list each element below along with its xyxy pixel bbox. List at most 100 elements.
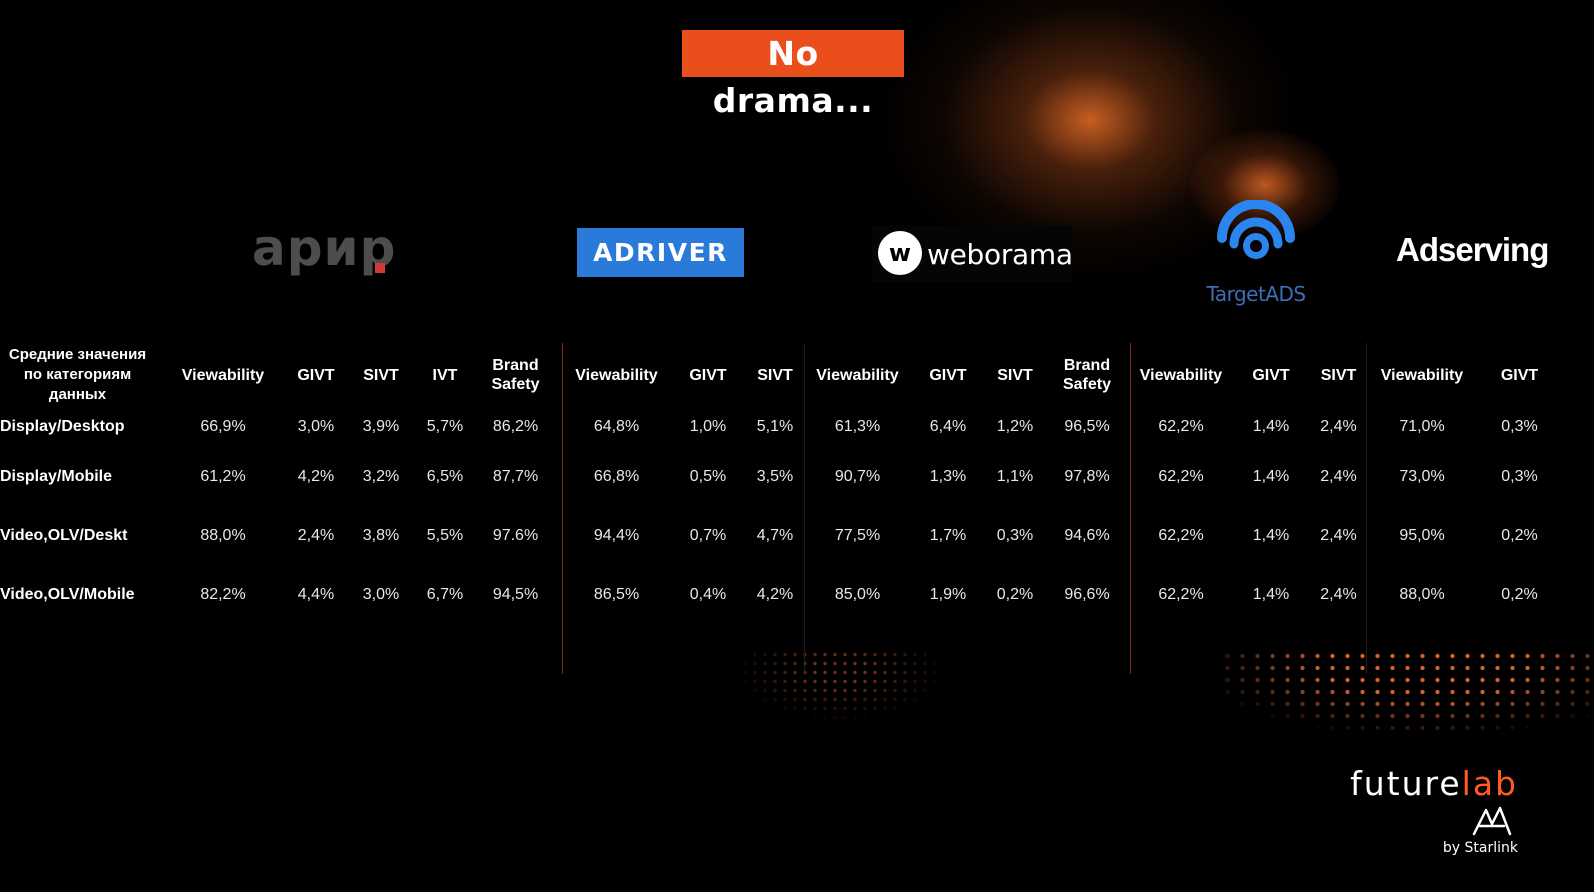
spacer-cell [804, 624, 910, 674]
spacer-cell [986, 624, 1044, 674]
table-cell: 5,1% [756, 418, 794, 435]
spacer-cell [1044, 624, 1131, 674]
table-cell: 97.6% [492, 526, 539, 544]
table-cell: 90,7% [804, 447, 910, 506]
table-cell: 3,8% [362, 526, 400, 544]
column-header: SIVT [997, 366, 1033, 384]
table-cell: 0,3% [1501, 418, 1538, 435]
table-cell: 66,8% [562, 447, 670, 506]
table-cell: 96,5% [1064, 418, 1110, 435]
table-cell: 1,3% [929, 467, 967, 485]
table-cell: 94,6% [1064, 526, 1110, 544]
spacer-cell [1477, 624, 1562, 674]
table-cell: 4,2% [297, 467, 335, 485]
table-cell: 2,4% [1320, 585, 1357, 603]
table-cell: 4,2% [756, 585, 794, 603]
table-cell: 86,2% [492, 418, 539, 435]
targetads-signal-icon [1217, 200, 1295, 259]
column-header: Viewability [1366, 343, 1477, 407]
table-cell: 82,2% [200, 585, 246, 603]
table-row: Display/Mobile 61,2% 4,2% 3,2% 6,5% 87,7… [0, 447, 1562, 506]
column-header: SIVT [757, 366, 793, 384]
starlink-mark-icon [1472, 806, 1512, 836]
adserving-logo: Adserving [1396, 231, 1549, 268]
targetads-wordmark: TargetADS [1206, 282, 1306, 306]
table-cell: 6,5% [426, 467, 464, 485]
row-label: Video,OLV/Mobile [0, 585, 135, 603]
apir-logo: арир [252, 219, 397, 277]
column-header: Brand Safety [491, 357, 540, 393]
weborama-wordmark: weborama [927, 238, 1073, 271]
table-cell: 0,3% [996, 526, 1034, 544]
table-cell: 3,0% [297, 418, 335, 435]
table-cell: 62,2% [1130, 407, 1231, 447]
table-cell: 88,0% [200, 526, 246, 544]
table-cell: 2,4% [1320, 526, 1357, 544]
table-cell: 6,4% [929, 418, 967, 435]
table-header-row: Средние значения по категориям данных Vi… [0, 343, 1562, 407]
table-cell: 6,7% [426, 585, 464, 603]
spacer-cell [910, 624, 986, 674]
table-cell: 85,0% [804, 565, 910, 624]
table-cell: 73,0% [1366, 447, 1477, 506]
table-cell: 86,5% [562, 565, 670, 624]
table-cell: 77,5% [804, 506, 910, 565]
table-cell: 87,7% [492, 467, 539, 485]
table-cell: 2,4% [297, 526, 335, 544]
table-row: Video,OLV/Mobile 82,2% 4,4% 3,0% 6,7% 94… [0, 565, 1562, 624]
spacer-cell [1311, 624, 1367, 674]
table-cell: 62,2% [1130, 565, 1231, 624]
metrics-table: Средние значения по категориям данных Vi… [0, 343, 1562, 674]
table-cell: 97,8% [1064, 467, 1110, 485]
table-cell: 62,2% [1130, 506, 1231, 565]
spacer-cell [1366, 624, 1477, 674]
table-cell: 94,4% [562, 506, 670, 565]
column-header: GIVT [1252, 366, 1290, 384]
table-cell: 0,2% [1501, 585, 1538, 603]
weborama-mark-icon: w [878, 231, 922, 275]
column-header: Brand Safety [1062, 357, 1112, 393]
row-label: Display/Desktop [0, 418, 125, 435]
column-header: GIVT [297, 366, 335, 384]
row-label: Video,OLV/Deskt [0, 526, 128, 544]
table-cell: 3,0% [362, 585, 400, 603]
column-header: IVT [432, 366, 458, 384]
column-header: SIVT [1320, 366, 1357, 384]
column-header: GIVT [1500, 366, 1539, 384]
spacer-cell [746, 624, 805, 674]
table-spacer-row [0, 624, 1562, 674]
table-cell: 1,1% [996, 467, 1034, 485]
futurelab-lab-text: lab [1461, 764, 1518, 803]
table-cell: 0,3% [1501, 467, 1538, 485]
table-cell: 66,9% [200, 418, 246, 435]
adriver-logo: ADRIVER [577, 228, 744, 277]
table-cell: 94,5% [492, 585, 539, 603]
table-cell: 4,4% [297, 585, 335, 603]
table-cell: 4,7% [756, 526, 794, 544]
spacer-cell [341, 624, 421, 674]
column-header: Viewability [562, 343, 670, 407]
weborama-logo: w weborama [872, 226, 1073, 282]
column-header: GIVT [689, 366, 727, 384]
futurelab-wordmark: futurelab [1350, 762, 1518, 806]
table-cell: 3,2% [362, 467, 400, 485]
spacer-cell [670, 624, 746, 674]
table-cell: 1,4% [1252, 585, 1290, 603]
table-cell: 95,0% [1366, 506, 1477, 565]
slide-title: No drama... [682, 30, 904, 120]
table-cell: 5,5% [426, 526, 464, 544]
table-cell: 2,4% [1320, 467, 1357, 485]
spacer-cell [291, 624, 341, 674]
table-cell: 0,5% [689, 467, 727, 485]
column-header: SIVT [363, 366, 399, 384]
table-cell: 88,0% [1366, 565, 1477, 624]
targetads-logo: TargetADS [1196, 198, 1316, 308]
table-cell: 0,2% [1501, 526, 1538, 544]
table-corner-header: Средние значения по категориям данных [8, 346, 147, 403]
table-cell: 0,7% [689, 526, 727, 544]
apir-logo-accent [375, 263, 385, 273]
spacer-cell [1130, 624, 1231, 674]
spacer-cell [0, 624, 155, 674]
futurelab-logo: futurelab by Starlink [1324, 762, 1524, 872]
table-cell: 61,3% [804, 407, 910, 447]
